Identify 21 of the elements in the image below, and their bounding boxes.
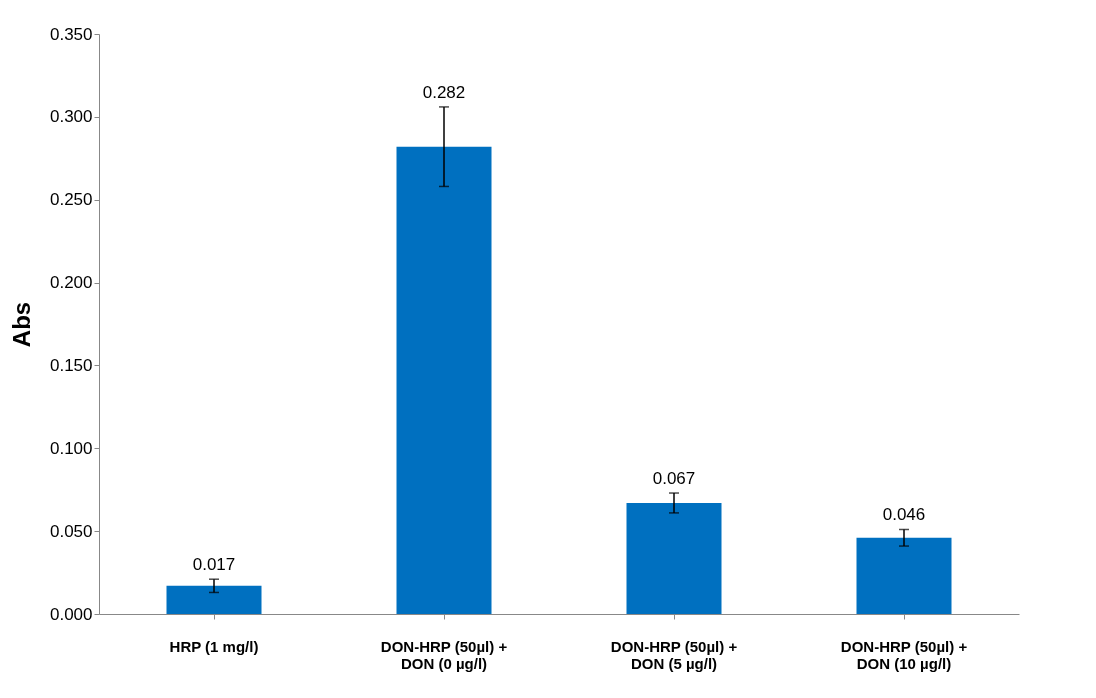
x-tick-label: DON-HRP (50µl) + DON (0 µg/l) <box>380 637 508 672</box>
x-tick-label: DON-HRP (50µl) + DON (10 µg/l) <box>840 637 968 672</box>
data-label: 0.067 <box>652 469 696 489</box>
x-tick-label: HRP (1 mg/l) <box>169 637 259 655</box>
data-label: 0.017 <box>192 555 236 575</box>
data-label: 0.282 <box>422 82 466 102</box>
y-tick-label: 0.200 <box>49 273 93 293</box>
y-tick-label: 0.050 <box>49 521 93 541</box>
y-axis-title: Abs <box>7 301 35 348</box>
y-tick-label: 0.100 <box>49 438 93 458</box>
bar <box>166 585 262 614</box>
bar <box>856 537 952 614</box>
x-tick-label: DON-HRP (50µl) + DON (5 µg/l) <box>610 637 738 672</box>
y-tick-label: 0.250 <box>49 190 93 210</box>
bar <box>626 502 722 614</box>
y-tick-label: 0.300 <box>49 107 93 127</box>
y-tick-label: 0.000 <box>49 604 93 624</box>
data-label: 0.046 <box>882 505 926 525</box>
y-tick-label: 0.150 <box>49 355 93 375</box>
bar <box>396 146 492 614</box>
y-tick-label: 0.350 <box>49 24 93 44</box>
